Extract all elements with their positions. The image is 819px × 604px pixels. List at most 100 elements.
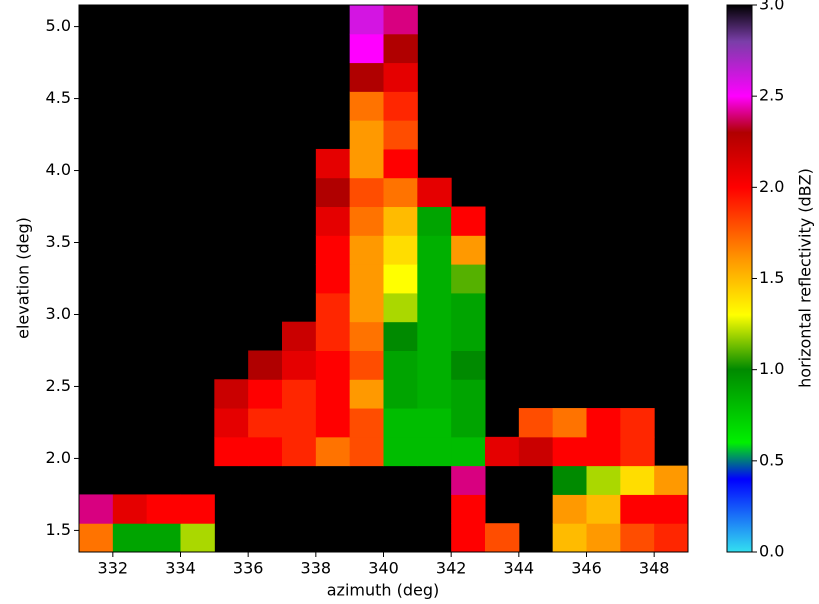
heatmap-cell — [383, 91, 418, 121]
heatmap-cell — [349, 264, 384, 294]
heatmap-cell — [180, 494, 215, 524]
heatmap-cell — [282, 350, 317, 380]
heatmap-cell — [451, 206, 486, 236]
colorbar-label: horizontal reflectivity (dBZ) — [796, 168, 815, 388]
heatmap-cell — [620, 523, 655, 553]
y-tick-label: 3.0 — [46, 304, 71, 323]
heatmap-cell — [417, 379, 452, 409]
heatmap-cell — [383, 5, 418, 35]
heatmap-cell — [112, 523, 148, 553]
heatmap-cell — [552, 436, 587, 467]
heatmap-cell — [383, 436, 418, 467]
heatmap-cell — [214, 408, 249, 438]
x-tick-label: 346 — [571, 559, 602, 578]
colorbar-tick-label: 0.0 — [759, 542, 784, 561]
heatmap-cell — [349, 177, 384, 208]
heatmap-cell — [586, 465, 621, 495]
heatmap-cell — [552, 494, 587, 524]
y-axis-label: elevation (deg) — [14, 217, 33, 339]
heatmap-cell — [485, 436, 520, 467]
heatmap-cell — [383, 292, 418, 323]
heatmap-cell — [451, 292, 486, 323]
heatmap-cell — [248, 436, 283, 467]
heatmap-cell — [383, 321, 418, 351]
heatmap-cell — [315, 148, 351, 179]
heatmap-cell — [417, 206, 452, 236]
heatmap-cell — [349, 436, 384, 467]
heatmap-cell — [79, 494, 114, 524]
colorbar-tick-label: 0.5 — [759, 450, 784, 469]
heatmap-cell — [349, 91, 384, 121]
heatmap-cell — [620, 436, 655, 467]
heatmap-cell — [315, 321, 351, 351]
heatmap-cell — [315, 235, 351, 265]
y-tick-label: 4.5 — [46, 88, 71, 107]
colorbar-tick-label: 2.0 — [759, 177, 784, 196]
heatmap-cell — [552, 465, 587, 495]
heatmap-cell — [654, 465, 689, 495]
x-tick-label: 348 — [639, 559, 670, 578]
heatmap-cell — [315, 408, 351, 438]
y-tick-label: 4.0 — [46, 160, 71, 179]
heatmap-cell — [451, 408, 486, 438]
x-tick-label: 336 — [233, 559, 264, 578]
heatmap-cell — [349, 148, 384, 179]
heatmap-cell — [214, 379, 249, 409]
heatmap-cell — [586, 523, 621, 553]
heatmap-cell — [620, 465, 655, 495]
heatmap-cell — [417, 408, 452, 438]
heatmap-cell — [383, 148, 418, 179]
y-tick-label: 2.0 — [46, 448, 71, 467]
heatmap-cell — [654, 494, 689, 524]
y-tick-label: 3.5 — [46, 232, 71, 251]
heatmap-cell — [248, 350, 283, 380]
heatmap-cell — [146, 523, 181, 553]
heatmap-cell — [451, 264, 486, 294]
heatmap-cell — [282, 436, 317, 467]
heatmap-cell — [349, 120, 384, 150]
heatmap-cell — [586, 436, 621, 467]
heatmap-cell — [349, 206, 384, 236]
heatmap-cell — [79, 523, 114, 553]
heatmap-cell — [417, 264, 452, 294]
heatmap-cell — [349, 235, 384, 265]
y-tick-label: 5.0 — [46, 16, 71, 35]
heatmap-cell — [315, 436, 351, 467]
heatmap-cell — [282, 379, 317, 409]
heatmap-cell — [383, 33, 418, 64]
heatmap-cell — [485, 523, 520, 553]
heatmap-cell — [248, 379, 283, 409]
heatmap-cell — [315, 177, 351, 208]
heatmap-cell — [383, 350, 418, 380]
heatmap-cell — [383, 408, 418, 438]
heatmap-cell — [383, 62, 418, 92]
heatmap-cell — [315, 292, 351, 323]
heatmap-cell — [180, 523, 215, 553]
heatmap-cell — [654, 523, 689, 553]
heatmap-cell — [248, 408, 283, 438]
heatmap-cell — [214, 436, 249, 467]
heatmap-cell — [349, 379, 384, 409]
heatmap-cell — [518, 436, 554, 467]
heatmap-cell — [383, 177, 418, 208]
heatmap-cell — [417, 292, 452, 323]
heatmap-cell — [383, 120, 418, 150]
x-tick-label: 338 — [301, 559, 332, 578]
y-tick-label: 2.5 — [46, 376, 71, 395]
colorbar — [726, 4, 753, 553]
x-tick-label: 334 — [165, 559, 196, 578]
heatmap-cell — [518, 408, 554, 438]
y-tick-label: 1.5 — [46, 520, 71, 539]
x-tick-label: 344 — [504, 559, 535, 578]
colorbar-tick-label: 2.5 — [759, 86, 784, 105]
heatmap-cell — [552, 408, 587, 438]
heatmap-cell — [383, 264, 418, 294]
heatmap-cell — [451, 379, 486, 409]
heatmap-cell — [282, 408, 317, 438]
heatmap-cell — [552, 523, 587, 553]
heatmap-cell — [349, 62, 384, 92]
heatmap-cell — [282, 321, 317, 351]
heatmap-cell — [417, 177, 452, 208]
heatmap-cell — [315, 206, 351, 236]
